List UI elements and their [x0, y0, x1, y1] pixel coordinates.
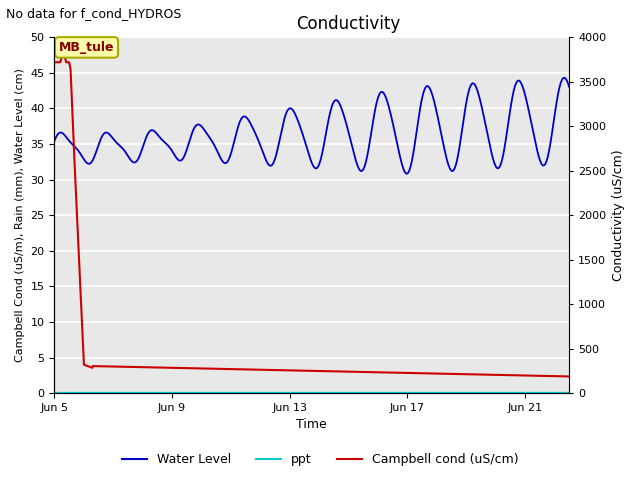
X-axis label: Time: Time: [296, 419, 327, 432]
Title: Conductivity: Conductivity: [296, 15, 400, 33]
Text: No data for f_cond_HYDROS: No data for f_cond_HYDROS: [6, 7, 182, 20]
Text: MB_tule: MB_tule: [59, 41, 115, 54]
Y-axis label: Campbell Cond (uS/m), Rain (mm), Water Level (cm): Campbell Cond (uS/m), Rain (mm), Water L…: [15, 68, 25, 362]
Legend: Water Level, ppt, Campbell cond (uS/cm): Water Level, ppt, Campbell cond (uS/cm): [116, 448, 524, 471]
Y-axis label: Conductivity (uS/cm): Conductivity (uS/cm): [612, 149, 625, 281]
